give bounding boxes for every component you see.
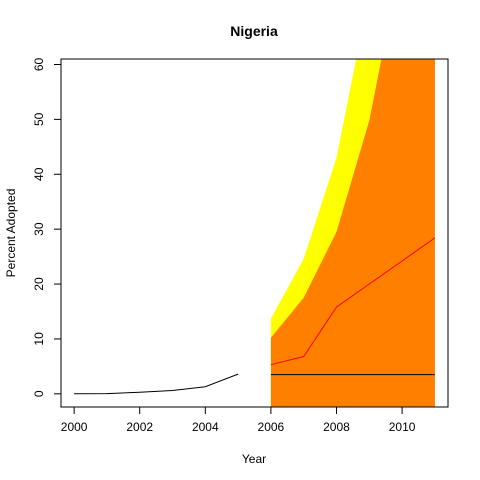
- y-tick-label: 0: [32, 390, 46, 397]
- historical-line: [74, 373, 239, 395]
- x-axis-label: Year: [242, 452, 266, 466]
- y-tick-label: 40: [32, 167, 46, 181]
- confidence-bands: [270, 59, 435, 407]
- forecast-band-1: [270, 59, 435, 407]
- chart-title: Nigeria: [230, 23, 278, 39]
- y-tick-label: 60: [32, 57, 46, 71]
- series-lines: [74, 237, 436, 395]
- y-tick-label: 10: [32, 332, 46, 346]
- y-tick-label: 20: [32, 277, 46, 291]
- y-axis-label: Percent Adopted: [4, 189, 18, 278]
- x-tick-label: 2000: [61, 420, 88, 434]
- x-tick-label: 2002: [126, 420, 153, 434]
- x-tick-label: 2004: [192, 420, 219, 434]
- y-axis: 0 10 20 30 40 50 60: [32, 57, 62, 397]
- y-tick-label: 30: [32, 222, 46, 236]
- x-tick-label: 2010: [389, 420, 416, 434]
- x-tick-label: 2006: [258, 420, 285, 434]
- x-tick-label: 2008: [323, 420, 350, 434]
- forecast-mean-line: [270, 237, 436, 366]
- x-axis: 2000 2002 2004 2006 2008 2010: [61, 406, 416, 434]
- y-tick-label: 50: [32, 112, 46, 126]
